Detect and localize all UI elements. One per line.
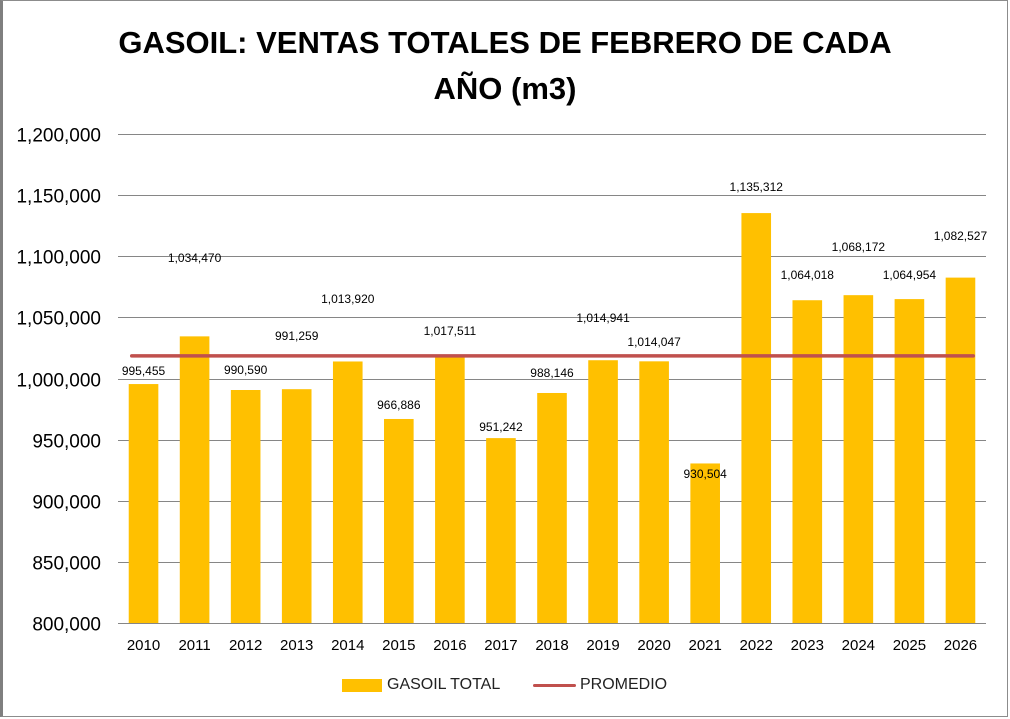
x-tick-label: 2020: [637, 637, 670, 654]
bar: [690, 463, 720, 623]
bar: [537, 392, 567, 623]
data-label: 1,013,920: [321, 292, 375, 306]
bar: [179, 336, 210, 623]
data-label: 995,455: [122, 364, 166, 378]
data-label: 951,242: [479, 420, 523, 434]
data-label: 1,064,954: [883, 268, 937, 282]
bar: [486, 438, 516, 623]
bar: [792, 300, 823, 623]
chart-title-line-2: AÑO (m3): [433, 71, 577, 106]
data-label: 1,014,941: [576, 311, 630, 325]
data-label: 1,068,172: [832, 240, 886, 254]
x-tick-label: 2015: [382, 637, 415, 654]
data-label: 966,886: [377, 398, 421, 412]
data-label: 930,504: [683, 467, 727, 481]
y-tick-label: 950,000: [32, 432, 101, 453]
data-label: 1,082,527: [934, 229, 988, 243]
y-tick-label: 1,100,000: [16, 248, 101, 269]
x-tick-label: 2010: [127, 637, 160, 654]
x-tick-label: 2024: [842, 637, 875, 654]
y-tick-label: 900,000: [32, 493, 101, 514]
data-label: 1,064,018: [781, 268, 835, 282]
x-tick-label: 2013: [280, 637, 313, 654]
y-tick-label: 850,000: [32, 554, 101, 575]
y-tick-label: 1,150,000: [16, 187, 101, 208]
legend-label-promedio: PROMEDIO: [580, 676, 668, 693]
x-tick-label: 2014: [331, 637, 364, 654]
x-tick-label: 2021: [688, 637, 721, 654]
x-tick-label: 2017: [484, 637, 517, 654]
y-tick-label: 1,000,000: [16, 371, 101, 392]
bar: [230, 390, 261, 623]
data-label: 1,017,511: [424, 324, 477, 338]
y-tick-label: 1,200,000: [16, 126, 101, 147]
y-tick-label: 1,050,000: [16, 309, 101, 330]
chart-title-line-1: GASOIL: VENTAS TOTALES DE FEBRERO DE CAD…: [118, 25, 892, 60]
x-tick-label: 2018: [535, 637, 568, 654]
bar: [332, 361, 363, 623]
x-tick-label: 2025: [893, 637, 926, 654]
y-tick-label: 800,000: [32, 615, 101, 636]
bar: [281, 389, 312, 623]
legend-label-gasoil-total: GASOIL TOTAL: [387, 676, 501, 693]
data-label: 1,135,312: [730, 180, 784, 194]
x-tick-label: 2019: [586, 637, 619, 654]
bar: [639, 361, 669, 623]
x-tick-label: 2016: [433, 637, 466, 654]
bar: [435, 357, 465, 623]
data-label: 1,034,470: [168, 251, 222, 265]
x-tick-label: 2026: [944, 637, 977, 654]
data-label: 991,259: [275, 329, 319, 343]
bar: [128, 384, 159, 623]
x-tick-label: 2011: [178, 637, 210, 654]
data-label: 990,590: [224, 363, 268, 377]
x-tick-label: 2022: [740, 637, 773, 654]
x-tick-label: 2023: [791, 637, 824, 654]
legend-swatch-gasoil-total: [342, 679, 382, 692]
data-label: 988,146: [530, 366, 574, 380]
bar: [588, 360, 618, 623]
data-label: 1,014,047: [627, 335, 681, 349]
bar: [894, 299, 925, 623]
x-tick-label: 2012: [229, 637, 262, 654]
legend-swatch-promedio: [533, 684, 576, 687]
bar: [741, 213, 772, 623]
bar: [843, 295, 874, 623]
bar: [384, 418, 414, 623]
bar: [945, 277, 976, 623]
